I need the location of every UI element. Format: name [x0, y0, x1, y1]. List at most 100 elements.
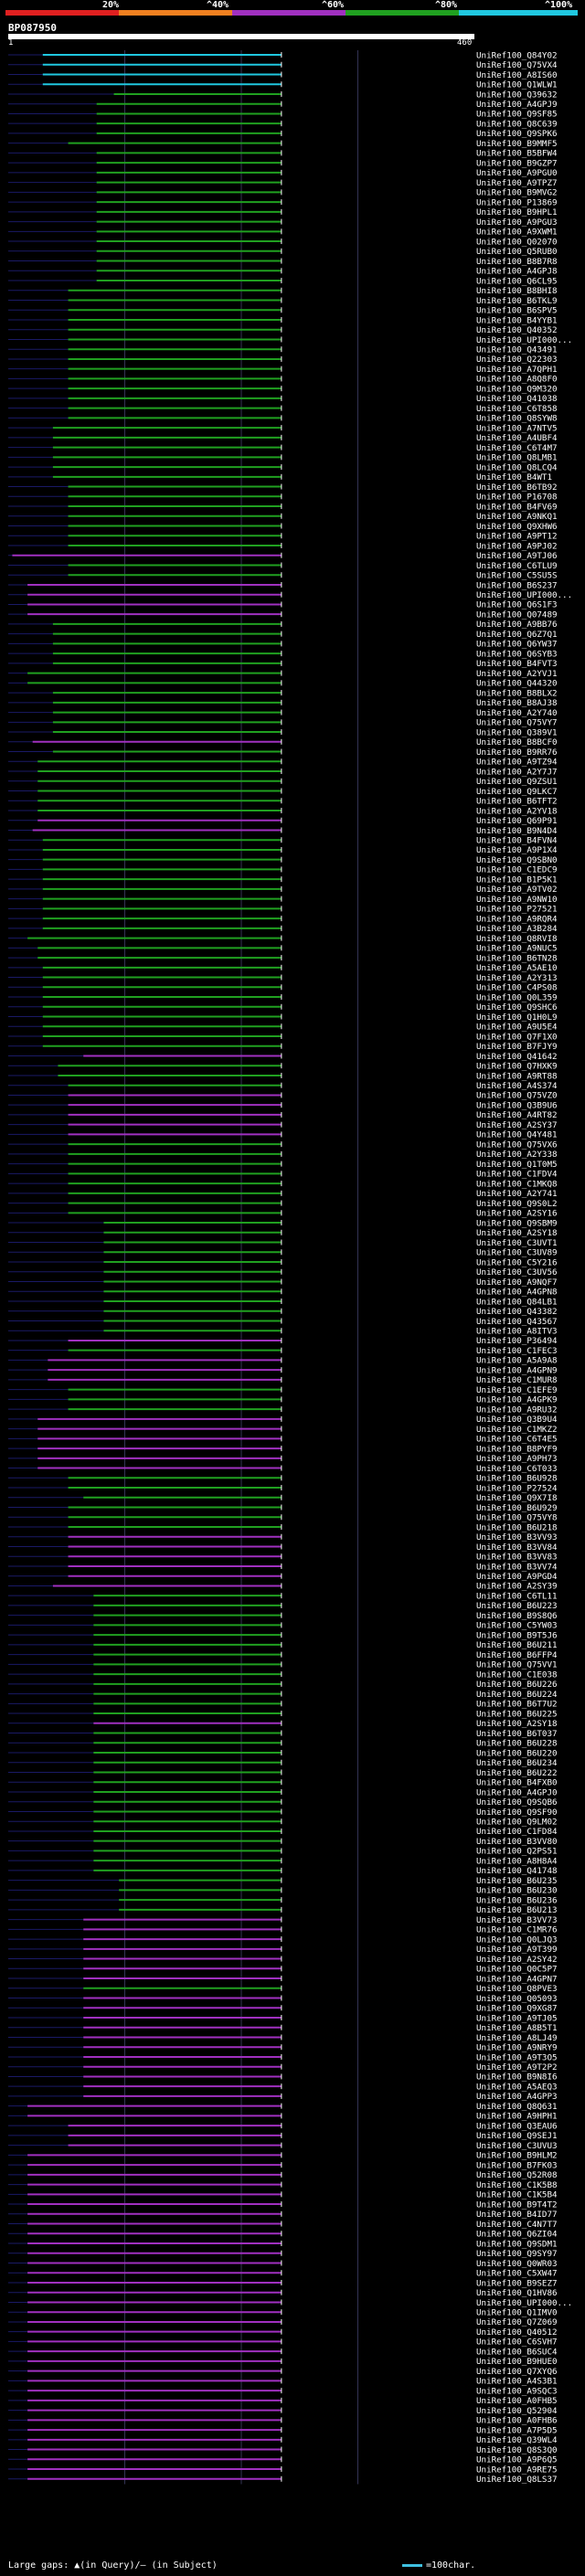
hit-label[interactable]: UniRef100_A2Y7J7: [476, 767, 558, 777]
hit-label[interactable]: UniRef100_Q389V1: [476, 727, 558, 737]
hit-label[interactable]: UniRef100_Q02070: [476, 237, 558, 247]
hit-label[interactable]: UniRef100_B6T7U2: [476, 1700, 558, 1710]
hit-label[interactable]: UniRef100_Q75VV1: [476, 1660, 558, 1670]
hit-label[interactable]: UniRef100_C1MR76: [476, 1925, 558, 1935]
hit-label[interactable]: UniRef100_Q3B9U6: [476, 1100, 558, 1110]
hit-label[interactable]: UniRef100_B4FVT3: [476, 659, 558, 669]
hit-label[interactable]: UniRef100_C5XW47: [476, 2269, 558, 2279]
hit-label[interactable]: UniRef100_Q52904: [476, 2406, 558, 2416]
hit-label[interactable]: UniRef100_B4FVN4: [476, 836, 558, 846]
hit-label[interactable]: UniRef100_A4GPJ9: [476, 100, 558, 110]
hit-label[interactable]: UniRef100_B9T4T2: [476, 2200, 558, 2210]
hit-label[interactable]: UniRef100_B6TN28: [476, 953, 558, 963]
hit-label[interactable]: UniRef100_A2SY18: [476, 1719, 558, 1729]
hit-label[interactable]: UniRef100_B7FK03: [476, 2160, 558, 2170]
hit-label[interactable]: UniRef100_C3UVU3: [476, 2141, 558, 2151]
hit-label[interactable]: UniRef100_C1FD84: [476, 1827, 558, 1837]
hit-label[interactable]: UniRef100_C4PS08: [476, 983, 558, 993]
hit-label[interactable]: UniRef100_Q84LB1: [476, 1297, 558, 1307]
hit-label[interactable]: UniRef100_Q3B9U4: [476, 1415, 558, 1425]
hit-label[interactable]: UniRef100_C6T033: [476, 1464, 558, 1474]
hit-label[interactable]: UniRef100_B6U235: [476, 1876, 558, 1886]
hit-label[interactable]: UniRef100_A2Y313: [476, 973, 558, 983]
hit-label[interactable]: UniRef100_A9PJ02: [476, 541, 558, 551]
hit-label[interactable]: UniRef100_Q8Q631: [476, 2102, 558, 2112]
hit-label[interactable]: UniRef100_A8IS60: [476, 70, 558, 80]
hit-label[interactable]: UniRef100_C1EFE9: [476, 1385, 558, 1395]
hit-label[interactable]: UniRef100_Q1HV86: [476, 2288, 558, 2298]
hit-label[interactable]: UniRef100_A7P5D5: [476, 2425, 558, 2435]
hit-label[interactable]: UniRef100_Q43382: [476, 1307, 558, 1317]
hit-label[interactable]: UniRef100_C6T858: [476, 404, 558, 414]
hit-label[interactable]: UniRef100_Q9SQB6: [476, 1797, 558, 1807]
hit-label[interactable]: UniRef100_A5AE10: [476, 963, 558, 973]
hit-label[interactable]: UniRef100_B8BLX2: [476, 688, 558, 698]
hit-label[interactable]: UniRef100_A4RT82: [476, 1110, 558, 1120]
hit-label[interactable]: UniRef100_Q41642: [476, 1052, 558, 1062]
hit-label[interactable]: UniRef100_Q84Y02: [476, 50, 558, 60]
hit-label[interactable]: UniRef100_A9P1X4: [476, 845, 558, 855]
hit-label[interactable]: UniRef100_Q9X7I8: [476, 1493, 558, 1503]
hit-label[interactable]: UniRef100_B4YYB1: [476, 315, 558, 325]
hit-label[interactable]: UniRef100_A9PGU3: [476, 217, 558, 228]
hit-label[interactable]: UniRef100_B3VV84: [476, 1542, 558, 1553]
hit-label[interactable]: UniRef100_Q05093: [476, 1994, 558, 2004]
hit-label[interactable]: UniRef100_C3UV89: [476, 1248, 558, 1258]
hit-label[interactable]: UniRef100_A9RQR4: [476, 914, 558, 924]
hit-label[interactable]: UniRef100_B8B7R8: [476, 257, 558, 267]
hit-label[interactable]: UniRef100_A9PGU0: [476, 168, 558, 178]
hit-label[interactable]: UniRef100_B8AJ38: [476, 698, 558, 708]
hit-label[interactable]: UniRef100_UPI000...: [476, 335, 572, 345]
hit-label[interactable]: UniRef100_Q6SYB3: [476, 649, 558, 659]
hit-label[interactable]: UniRef100_A9RT88: [476, 1071, 558, 1081]
hit-label[interactable]: UniRef100_P36494: [476, 1336, 558, 1346]
hit-label[interactable]: UniRef100_Q75VZ0: [476, 1091, 558, 1101]
hit-label[interactable]: UniRef100_A4GPN9: [476, 1365, 558, 1375]
hit-label[interactable]: UniRef100_Q0L359: [476, 992, 558, 1002]
hit-label[interactable]: UniRef100_B6U226: [476, 1680, 558, 1690]
hit-label[interactable]: UniRef100_B3VV74: [476, 1562, 558, 1572]
hit-label[interactable]: UniRef100_Q9SF85: [476, 110, 558, 120]
hit-label[interactable]: UniRef100_B6FFP4: [476, 1650, 558, 1660]
hit-label[interactable]: UniRef100_B4FXB0: [476, 1778, 558, 1788]
hit-label[interactable]: UniRef100_Q8PVE3: [476, 1984, 558, 1994]
hit-label[interactable]: UniRef100_Q9XHW6: [476, 522, 558, 532]
hit-label[interactable]: UniRef100_C1MKQ8: [476, 1179, 558, 1189]
hit-label[interactable]: UniRef100_A7NTV5: [476, 423, 558, 433]
hit-label[interactable]: UniRef100_B6TFT2: [476, 797, 558, 807]
hit-label[interactable]: UniRef100_B6U211: [476, 1640, 558, 1650]
hit-label[interactable]: UniRef100_C3UVT1: [476, 1238, 558, 1248]
hit-label[interactable]: UniRef100_B6U222: [476, 1768, 558, 1778]
hit-label[interactable]: UniRef100_A9HPH1: [476, 2112, 558, 2122]
hit-label[interactable]: UniRef100_A2Y338: [476, 1150, 558, 1160]
hit-label[interactable]: UniRef100_B6TB92: [476, 482, 558, 493]
hit-label[interactable]: UniRef100_B6U236: [476, 1895, 558, 1905]
hit-label[interactable]: UniRef100_Q6ZI04: [476, 2230, 558, 2240]
hit-label[interactable]: UniRef100_C6TL11: [476, 1591, 558, 1601]
hit-label[interactable]: UniRef100_B9S8Q6: [476, 1611, 558, 1621]
hit-label[interactable]: UniRef100_Q1IMV0: [476, 2308, 558, 2318]
hit-label[interactable]: UniRef100_A8ITV3: [476, 1327, 558, 1337]
hit-label[interactable]: UniRef100_Q9LM02: [476, 1818, 558, 1828]
hit-label[interactable]: UniRef100_B9HUE0: [476, 2357, 558, 2367]
hit-label[interactable]: UniRef100_Q8LMB1: [476, 453, 558, 463]
hit-label[interactable]: UniRef100_A9XWM1: [476, 228, 558, 238]
hit-label[interactable]: UniRef100_Q43567: [476, 1317, 558, 1327]
hit-label[interactable]: UniRef100_Q8LS37: [476, 2475, 558, 2485]
hit-label[interactable]: UniRef100_B9N8I6: [476, 2072, 558, 2083]
hit-label[interactable]: UniRef100_Q9SY97: [476, 2249, 558, 2259]
hit-label[interactable]: UniRef100_Q40352: [476, 325, 558, 335]
hit-label[interactable]: UniRef100_Q22303: [476, 355, 558, 365]
hit-label[interactable]: UniRef100_Q75VY7: [476, 718, 558, 728]
hit-label[interactable]: UniRef100_C5YW03: [476, 1621, 558, 1631]
hit-label[interactable]: UniRef100_A0FHB5: [476, 2396, 558, 2406]
hit-label[interactable]: UniRef100_Q1WLW1: [476, 80, 558, 90]
hit-label[interactable]: UniRef100_Q0WR03: [476, 2259, 558, 2269]
hit-label[interactable]: UniRef100_A9T3O5: [476, 2052, 558, 2062]
hit-label[interactable]: UniRef100_A9T2P2: [476, 2062, 558, 2072]
hit-label[interactable]: UniRef100_Q75VX4: [476, 60, 558, 70]
hit-label[interactable]: UniRef100_A9TJ06: [476, 551, 558, 561]
hit-label[interactable]: UniRef100_B4WT1: [476, 472, 552, 482]
hit-label[interactable]: UniRef100_A9U5E4: [476, 1023, 558, 1033]
hit-label[interactable]: UniRef100_Q9M320: [476, 384, 558, 394]
